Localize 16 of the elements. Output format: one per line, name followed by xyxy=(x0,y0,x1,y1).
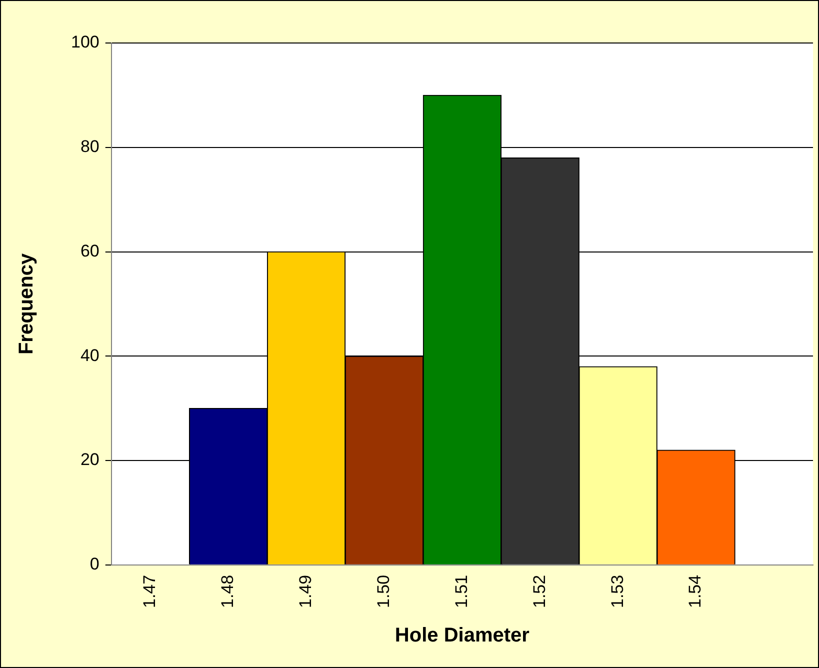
y-tick-label: 40 xyxy=(80,346,100,365)
y-tick-label: 60 xyxy=(80,241,100,260)
x-tick-label: 1.51 xyxy=(452,574,471,608)
x-tick-label: 1.47 xyxy=(140,574,160,608)
x-tick-label: 1.53 xyxy=(608,574,627,608)
y-axis-title: Frequency xyxy=(16,252,38,355)
x-tick-label: 1.48 xyxy=(218,574,237,608)
x-tick-label: 1.50 xyxy=(374,574,393,608)
y-tick-label: 20 xyxy=(80,450,100,470)
x-tick-label: 1.54 xyxy=(686,574,705,608)
y-tick-label: 100 xyxy=(70,32,100,52)
y-tick-label: 0 xyxy=(90,554,100,574)
x-tick-label: 1.52 xyxy=(530,574,549,608)
y-tick-label: 80 xyxy=(80,137,100,156)
x-axis-title: Hole Diameter xyxy=(394,624,530,647)
x-tick-label: 1.49 xyxy=(296,574,315,608)
